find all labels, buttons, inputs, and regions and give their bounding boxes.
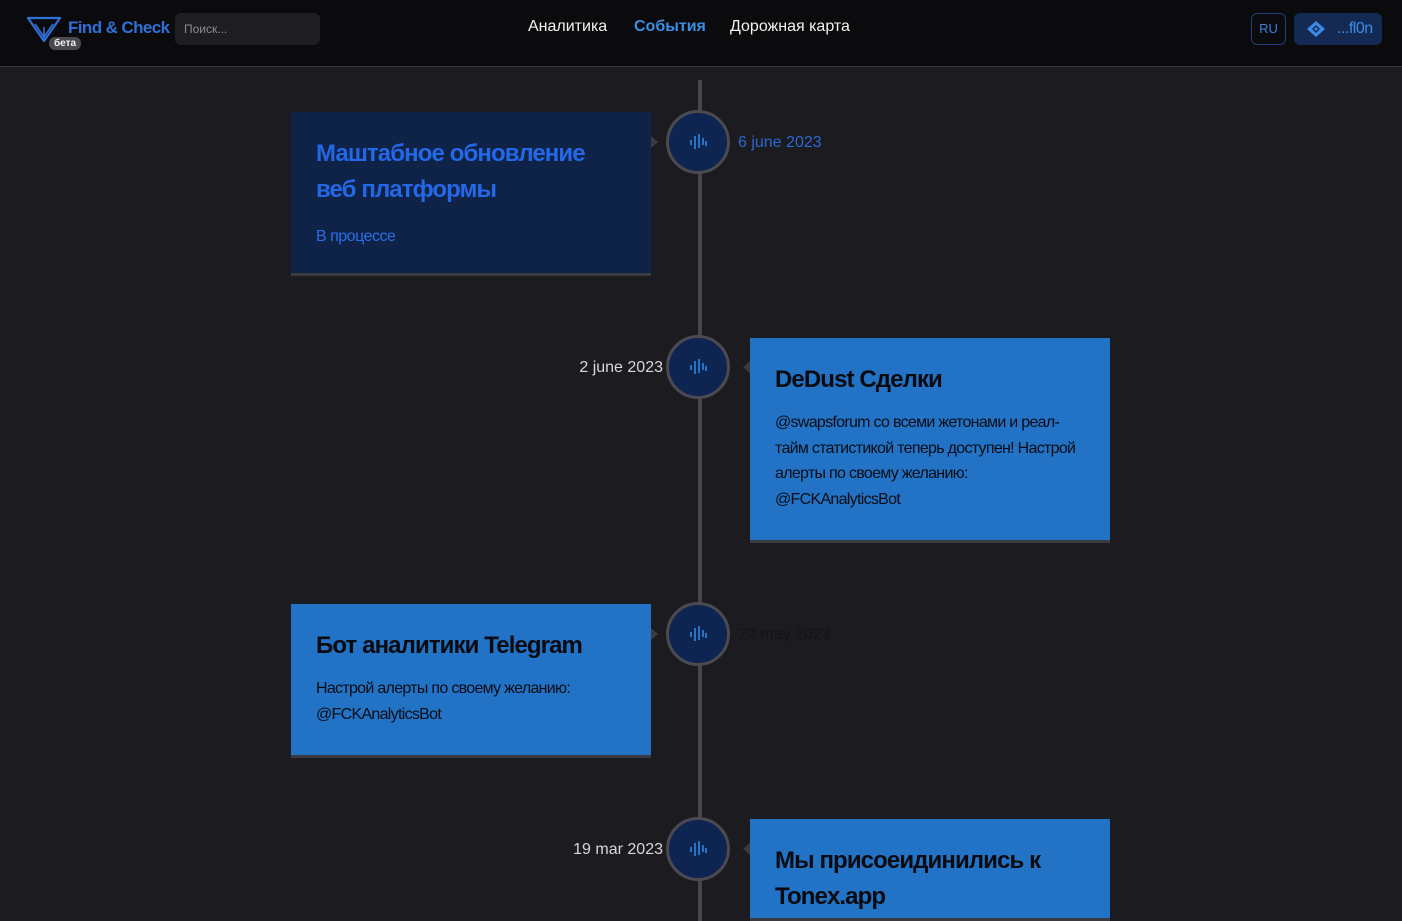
event-description: @swapsforum со всеми жетонами и реал-тай… <box>775 414 1076 508</box>
wallet-address: ...fl0n <box>1337 20 1373 37</box>
pulse-icon <box>690 359 707 374</box>
timeline-node <box>666 817 730 881</box>
pulse-icon <box>690 626 707 641</box>
event-date: 6 june 2023 <box>738 134 822 151</box>
event-status: В процессе <box>316 228 396 245</box>
brand-name[interactable]: Find & Check <box>68 18 170 37</box>
timeline-node <box>666 110 730 174</box>
nav-roadmap[interactable]: Дорожная карта <box>730 18 850 35</box>
card-pointer <box>743 843 750 855</box>
event-date: 19 mar 2023 <box>573 841 663 858</box>
pulse-icon <box>690 134 707 149</box>
event-date: 22 may 2023 <box>738 626 831 643</box>
pulse-icon <box>690 841 707 856</box>
event-title: Маштабное обновление веб платформы <box>316 140 586 203</box>
event-card[interactable]: DeDust Сделки @swapsforum со всеми жетон… <box>750 338 1110 543</box>
nav-analytics[interactable]: Аналитика <box>528 18 608 35</box>
timeline-node <box>666 602 730 666</box>
event-title: Бот аналитики Telegram <box>316 632 583 659</box>
event-card[interactable]: Мы присоеидинились к Tonex.app <box>750 819 1110 921</box>
beta-badge: бета <box>49 37 82 50</box>
event-description: Настрой алерты по своему желанию: @FCKAn… <box>316 680 571 723</box>
search-input[interactable] <box>175 13 320 45</box>
top-header: Find & Check бета Аналитика События Доро… <box>0 0 1402 67</box>
wallet-button[interactable]: ...fl0n <box>1294 13 1382 45</box>
event-card[interactable]: Маштабное обновление веб платформы В про… <box>291 112 651 276</box>
nav-events[interactable]: События <box>634 18 706 35</box>
card-pointer <box>651 628 658 640</box>
language-button[interactable]: RU <box>1251 13 1286 45</box>
event-card[interactable]: Бот аналитики Telegram Настрой алерты по… <box>291 604 651 758</box>
card-pointer <box>651 136 658 148</box>
event-date: 2 june 2023 <box>579 359 663 376</box>
event-title: Мы присоеидинились к Tonex.app <box>775 847 1041 910</box>
card-pointer <box>743 361 750 373</box>
ton-diamond-icon <box>1307 21 1325 37</box>
timeline-node <box>666 335 730 399</box>
event-title: DeDust Сделки <box>775 366 943 393</box>
timeline-axis <box>698 80 702 921</box>
find-check-logo-icon[interactable] <box>26 15 62 43</box>
